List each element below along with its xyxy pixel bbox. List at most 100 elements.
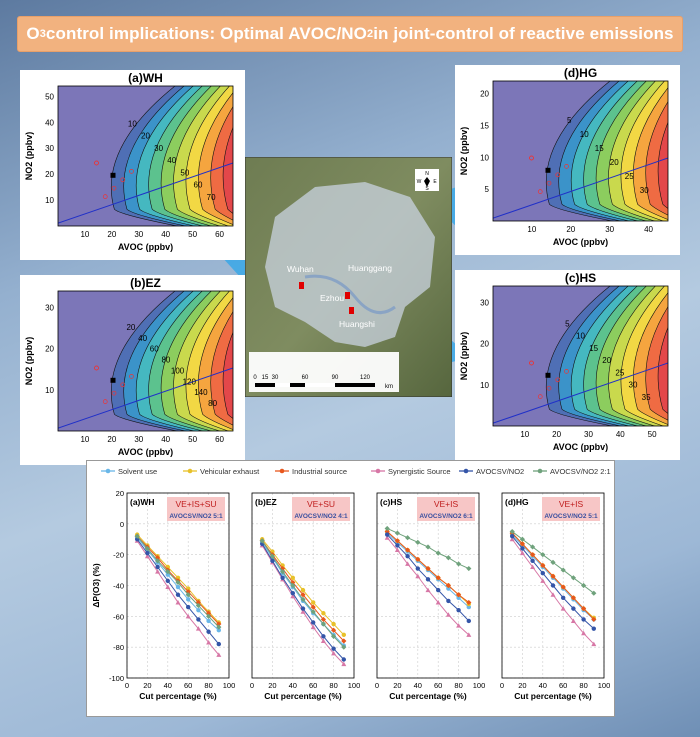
x-tick-label: 20 (268, 681, 276, 690)
contour-label: 100 (171, 366, 185, 375)
x-tick-label: 30 (134, 435, 143, 444)
y-axis-label: ΔP(O3) (%) (91, 563, 101, 608)
ridge-line (58, 162, 233, 224)
scenario-title: VE+IS (434, 499, 459, 509)
scenario-box (292, 497, 350, 521)
ridge-line (493, 157, 668, 219)
x-tick-label: 20 (107, 230, 116, 239)
contour-label: 80 (208, 399, 217, 408)
contour-label: 15 (589, 344, 598, 353)
x-tick-label: 60 (559, 681, 567, 690)
data-point (341, 657, 346, 662)
data-point (206, 640, 212, 645)
data-point (186, 604, 191, 610)
data-point (520, 546, 525, 551)
data-point (216, 652, 222, 657)
line-panel-1: 0 20 40 60 80 100 Cut percentage (%) (b)EZ VE+SU… (250, 492, 361, 701)
x-tick-label: 60 (434, 681, 442, 690)
marker-wuhan (299, 282, 304, 289)
x-axis-label: AVOC (ppbv) (118, 242, 173, 252)
compass-w: W (417, 179, 422, 185)
title-rest: control implications: Optimal AVOC/NO (45, 24, 367, 43)
reduction-charts-panel: Solvent use Vehicular exhaust Industrial s… (86, 460, 615, 717)
data-point (405, 554, 410, 559)
data-point (320, 638, 326, 643)
x-tick-label: 50 (188, 435, 197, 444)
contour-label: 80 (161, 356, 170, 365)
y-tick-label: 30 (45, 303, 54, 312)
contour-label: 30 (629, 381, 638, 390)
data-point (395, 543, 400, 548)
contour-label: 35 (642, 393, 651, 402)
city-huangshi: Huangshi (339, 319, 375, 329)
scale-tick-label: 90 (332, 375, 339, 381)
data-point (581, 582, 587, 589)
isopleth-band (657, 121, 668, 209)
data-point (509, 536, 515, 542)
data-point (581, 606, 587, 612)
series-line (136, 538, 220, 645)
data-point (456, 561, 462, 567)
title-sub: 3 (39, 28, 46, 40)
data-point (165, 569, 171, 575)
isopleth-wh: (a)WH 10 20 30 40 50 60 70 10 20 30 40 50 60 10 20 30 40 5… (20, 70, 245, 260)
observation-point (546, 385, 552, 391)
x-tick-label: 10 (520, 430, 529, 439)
x-tick-label: 40 (644, 225, 653, 234)
data-point (445, 582, 451, 589)
data-point (290, 591, 295, 596)
data-point (290, 582, 296, 589)
series-line (261, 538, 345, 636)
data-point (206, 629, 211, 634)
mean-point (110, 377, 116, 383)
contour-label: 25 (615, 368, 624, 377)
x-tick-label: 80 (579, 681, 587, 690)
observation-point (529, 360, 534, 366)
isopleth-band (222, 126, 233, 214)
data-point (405, 561, 411, 566)
x-axis-label: AVOC (ppbv) (118, 447, 173, 457)
data-point (456, 595, 461, 601)
x-tick-label: 20 (566, 225, 575, 234)
data-point (341, 644, 347, 650)
scenario-title: VE+IS+SU (175, 499, 216, 509)
city-huanggang: Huanggang (348, 263, 392, 273)
scale-tick-label: 15 (262, 375, 269, 381)
marker-huangshi (349, 307, 354, 314)
legend-marker (463, 468, 469, 474)
isopleth-title: (a)WH (128, 71, 163, 85)
data-point (591, 641, 597, 647)
x-tick-label: 60 (215, 230, 224, 239)
y-tick-label: -60 (113, 612, 124, 621)
y-axis-label: NO2 (ppbv) (24, 132, 34, 181)
mean-point (545, 167, 551, 173)
x-tick-label: 20 (107, 435, 116, 444)
data-point (550, 592, 556, 597)
mean-point (110, 172, 116, 178)
observation-point (120, 177, 126, 183)
observation-point (102, 194, 108, 199)
data-point (186, 586, 191, 591)
y-tick-label: 10 (480, 153, 489, 162)
data-point (144, 553, 150, 559)
data-point (186, 597, 191, 602)
data-point (216, 641, 221, 647)
data-point (270, 558, 275, 564)
y-axis-label: NO2 (ppbv) (24, 337, 34, 386)
contour-label: 20 (126, 323, 135, 332)
scenario-ratio: AVOCSV/NO2 5:1 (544, 513, 598, 520)
series-line (386, 537, 470, 636)
data-point (466, 604, 471, 610)
y-tick-label: -80 (113, 643, 124, 652)
data-point (290, 593, 296, 599)
line-panel-0: 0 20 40 60 80 100 20 0 -20 -40 -60 -80 -100 ΔP(O3) (%… (91, 489, 235, 701)
data-point (519, 541, 525, 547)
contour-label: 5 (565, 319, 570, 328)
scenario-title: VE+IS (559, 499, 584, 509)
x-axis-label: Cut percentage (%) (514, 691, 592, 701)
x-tick-label: 0 (500, 681, 504, 690)
x-tick-label: 100 (348, 681, 361, 690)
data-point (394, 538, 400, 544)
observation-point (537, 189, 543, 194)
data-point (321, 634, 326, 639)
